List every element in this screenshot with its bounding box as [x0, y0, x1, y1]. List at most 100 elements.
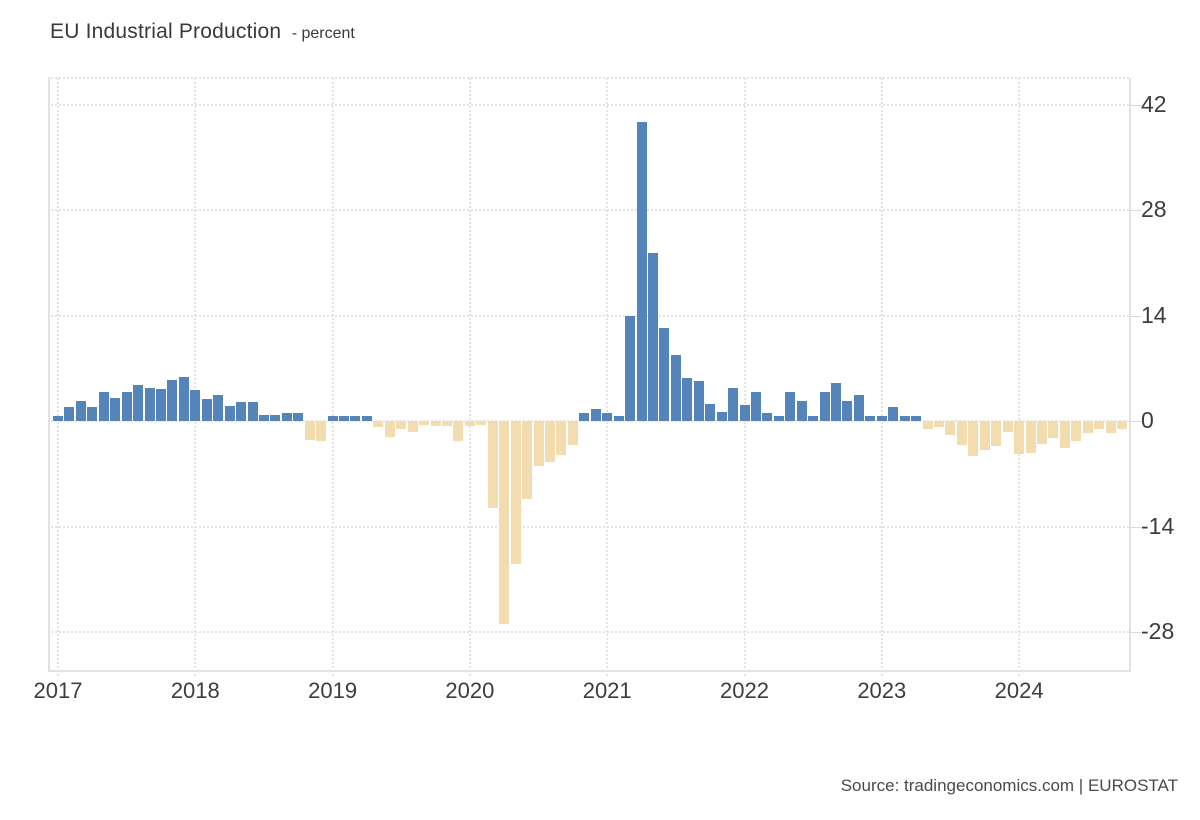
bar-2018-11[interactable] — [304, 421, 315, 440]
bar-2022-11[interactable] — [853, 394, 864, 421]
bar-2018-01[interactable] — [190, 390, 201, 421]
bar-2018-04[interactable] — [224, 405, 235, 421]
bar-2020-01[interactable] — [464, 421, 475, 427]
bar-2024-10[interactable] — [1117, 421, 1128, 430]
y-axis-tick — [1129, 104, 1141, 106]
bar-2022-10[interactable] — [842, 401, 853, 421]
bar-2021-05[interactable] — [647, 252, 658, 421]
bar-2024-09[interactable] — [1105, 421, 1116, 434]
bar-2023-04[interactable] — [911, 416, 922, 421]
bar-2021-11[interactable] — [716, 411, 727, 421]
bar-2019-02[interactable] — [339, 415, 350, 421]
bar-2021-10[interactable] — [705, 403, 716, 421]
bar-2022-08[interactable] — [819, 391, 830, 421]
bar-2019-01[interactable] — [327, 415, 338, 421]
bar-2024-01[interactable] — [1014, 421, 1025, 455]
bar-2023-08[interactable] — [956, 421, 967, 446]
bar-2020-05[interactable] — [510, 421, 521, 565]
bar-2021-07[interactable] — [670, 354, 681, 421]
bar-2020-10[interactable] — [567, 421, 578, 446]
bar-2017-08[interactable] — [133, 384, 144, 421]
bar-2022-09[interactable] — [831, 382, 842, 421]
source-attribution: Source: tradingeconomics.com | EUROSTAT — [840, 776, 1178, 795]
bar-2017-05[interactable] — [98, 392, 109, 421]
bar-2021-03[interactable] — [625, 316, 636, 421]
bar-2021-04[interactable] — [636, 121, 647, 421]
bar-2023-01[interactable] — [876, 416, 887, 421]
chart-title: EU Industrial Production — [50, 20, 282, 43]
bar-2024-08[interactable] — [1094, 421, 1105, 429]
bar-2019-11[interactable] — [442, 421, 453, 427]
bar-2017-11[interactable] — [167, 379, 178, 421]
bar-2023-02[interactable] — [888, 407, 899, 421]
bar-2024-07[interactable] — [1082, 421, 1093, 434]
bar-2021-06[interactable] — [659, 327, 670, 421]
bar-2022-06[interactable] — [796, 400, 807, 421]
bar-2022-12[interactable] — [865, 416, 876, 421]
bar-2020-11[interactable] — [579, 412, 590, 421]
bar-2018-07[interactable] — [258, 414, 269, 421]
bar-2022-03[interactable] — [762, 412, 773, 421]
bar-2020-08[interactable] — [544, 421, 555, 462]
bar-2020-04[interactable] — [499, 421, 510, 625]
bar-2019-10[interactable] — [430, 421, 441, 427]
bar-2022-04[interactable] — [773, 416, 784, 421]
bar-2022-05[interactable] — [785, 392, 796, 421]
bar-2017-03[interactable] — [75, 401, 86, 421]
bar-2021-12[interactable] — [728, 387, 739, 421]
bar-2020-03[interactable] — [487, 421, 498, 508]
bar-2023-03[interactable] — [899, 416, 910, 421]
bar-2019-08[interactable] — [407, 421, 418, 432]
bar-2017-07[interactable] — [121, 392, 132, 421]
bar-2023-10[interactable] — [979, 421, 990, 450]
bar-2024-06[interactable] — [1071, 421, 1082, 442]
bar-2019-07[interactable] — [396, 421, 407, 429]
bar-2021-01[interactable] — [602, 413, 613, 421]
bar-2019-03[interactable] — [350, 415, 361, 421]
bar-2017-12[interactable] — [178, 377, 189, 421]
bar-2019-09[interactable] — [419, 421, 430, 425]
bar-2017-09[interactable] — [144, 387, 155, 421]
bar-2019-05[interactable] — [373, 421, 384, 428]
bar-2023-05[interactable] — [922, 421, 933, 429]
bar-2024-05[interactable] — [1059, 421, 1070, 449]
bar-2017-06[interactable] — [110, 398, 121, 421]
x-axis-label: 2017 — [33, 678, 83, 703]
bar-2023-11[interactable] — [991, 421, 1002, 446]
bar-2019-12[interactable] — [453, 421, 464, 442]
bar-2017-01[interactable] — [53, 415, 63, 421]
bar-2018-02[interactable] — [201, 399, 212, 421]
bar-2018-09[interactable] — [281, 413, 292, 421]
bar-2021-02[interactable] — [613, 415, 624, 421]
bar-2019-06[interactable] — [384, 421, 395, 437]
bar-2018-08[interactable] — [270, 414, 281, 421]
bar-2017-02[interactable] — [64, 407, 75, 421]
bar-2021-09[interactable] — [693, 381, 704, 421]
bar-2024-04[interactable] — [1048, 421, 1059, 439]
bar-2019-04[interactable] — [361, 415, 372, 421]
bar-2017-04[interactable] — [87, 407, 98, 421]
bar-2021-08[interactable] — [682, 378, 693, 421]
bar-2020-07[interactable] — [533, 421, 544, 467]
bar-2017-10[interactable] — [155, 389, 166, 421]
bar-2022-02[interactable] — [750, 392, 761, 421]
bar-2022-01[interactable] — [739, 405, 750, 421]
bar-2018-06[interactable] — [247, 402, 258, 421]
bar-2023-12[interactable] — [1002, 421, 1013, 433]
bar-2024-03[interactable] — [1036, 421, 1047, 444]
bar-2023-06[interactable] — [934, 421, 944, 428]
bar-2023-07[interactable] — [945, 421, 956, 435]
bar-2018-12[interactable] — [316, 421, 327, 442]
bar-2022-07[interactable] — [808, 416, 819, 421]
bar-2020-09[interactable] — [556, 421, 567, 455]
x-gridline — [331, 78, 334, 676]
bar-2020-12[interactable] — [590, 408, 601, 421]
bar-2018-10[interactable] — [293, 413, 304, 421]
bar-2024-02[interactable] — [1025, 421, 1036, 453]
bar-2020-06[interactable] — [522, 421, 533, 499]
bar-2018-03[interactable] — [213, 395, 224, 421]
bar-2020-02[interactable] — [476, 421, 487, 425]
bar-2018-05[interactable] — [236, 402, 247, 421]
bar-2023-09[interactable] — [968, 421, 979, 456]
